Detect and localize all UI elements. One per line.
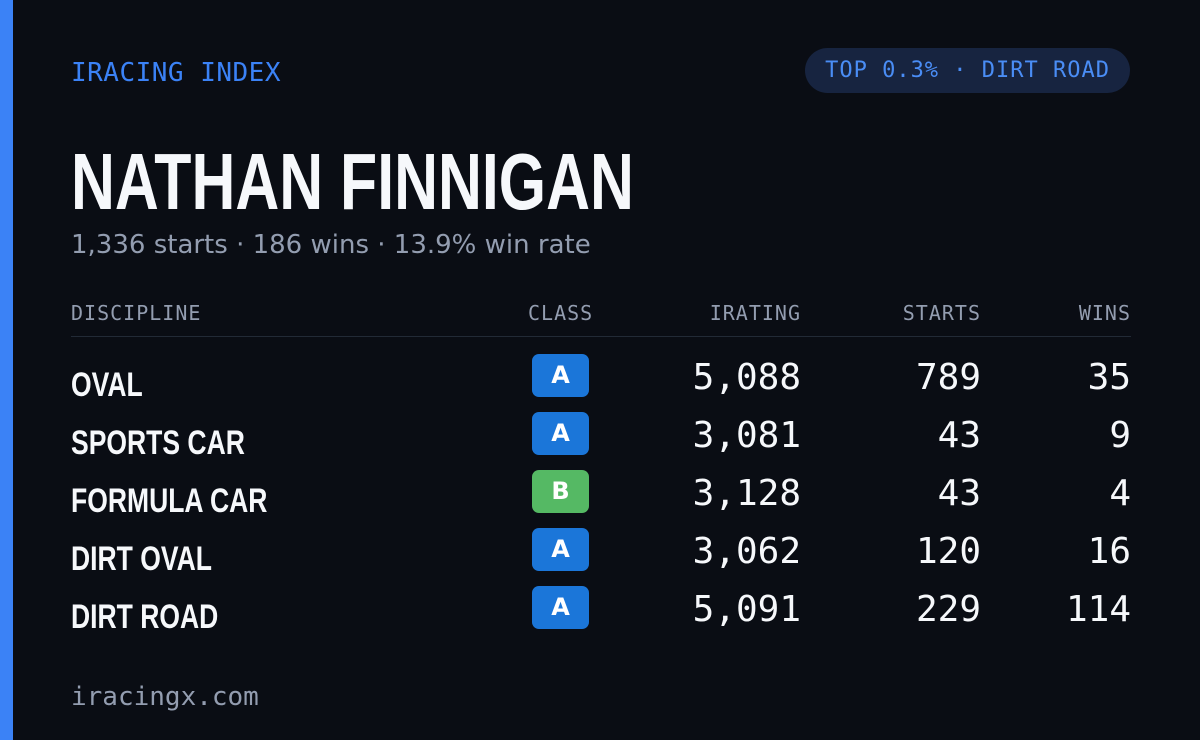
discipline-name: SPORTS CAR (71, 424, 245, 462)
table-row: DIRT ROAD A 5,091 229 114 (71, 582, 1131, 640)
footer-site-link[interactable]: iracingx.com (71, 682, 259, 712)
rank-badge: TOP 0.3% · DIRT ROAD (805, 48, 1130, 93)
irating-value: 5,091 (692, 589, 801, 630)
discipline-name: OVAL (71, 366, 143, 404)
irating-value: 3,081 (692, 415, 801, 456)
irating-value: 5,088 (692, 357, 801, 398)
table-row: DIRT OVAL A 3,062 120 16 (71, 524, 1131, 582)
wins-value: 114 (1065, 589, 1131, 630)
accent-bar (0, 0, 13, 740)
starts-value: 229 (915, 589, 981, 630)
header-wins: WINS (1078, 301, 1131, 325)
table-row: SPORTS CAR A 3,081 43 9 (71, 408, 1131, 466)
class-badge: A (532, 412, 589, 455)
discipline-name: DIRT OVAL (71, 540, 212, 578)
discipline-table: OVAL A 5,088 789 35 SPORTS CAR A 3,081 4… (71, 350, 1131, 640)
discipline-name: DIRT ROAD (71, 598, 219, 636)
class-badge: A (532, 354, 589, 397)
header-class: CLASS (528, 301, 594, 325)
starts-value: 43 (937, 415, 981, 456)
starts-value: 789 (915, 357, 981, 398)
wins-value: 4 (1109, 473, 1131, 514)
starts-value: 43 (937, 473, 981, 514)
class-badge: B (532, 470, 589, 513)
brand-title: IRACING INDEX (71, 58, 281, 88)
header-discipline: DISCIPLINE (71, 301, 202, 325)
wins-value: 9 (1109, 415, 1131, 456)
driver-name: NATHAN FINNIGAN (71, 137, 634, 226)
header-irating: IRATING (709, 301, 801, 325)
class-badge: A (532, 586, 589, 629)
irating-value: 3,062 (692, 531, 801, 572)
irating-value: 3,128 (692, 473, 801, 514)
wins-value: 16 (1087, 531, 1131, 572)
starts-value: 120 (915, 531, 981, 572)
table-header: DISCIPLINE CLASS IRATING STARTS WINS (71, 300, 1131, 337)
header-starts: STARTS (902, 301, 981, 325)
driver-summary: 1,336 starts · 186 wins · 13.9% win rate (71, 230, 591, 260)
discipline-name: FORMULA CAR (71, 482, 268, 520)
class-badge: A (532, 528, 589, 571)
table-row: FORMULA CAR B 3,128 43 4 (71, 466, 1131, 524)
table-row: OVAL A 5,088 789 35 (71, 350, 1131, 408)
wins-value: 35 (1087, 357, 1131, 398)
